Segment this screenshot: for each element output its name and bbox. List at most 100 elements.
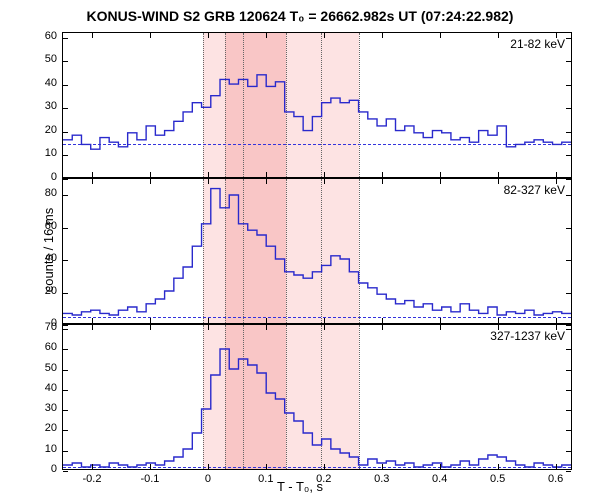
xtick-mark [556, 179, 557, 184]
ytick-mark [566, 430, 571, 431]
xtick-mark [556, 325, 557, 330]
xtick-mark [266, 33, 267, 38]
ytick-label: 40 [45, 382, 63, 394]
xtick-mark [556, 318, 557, 323]
ytick-label: 20 [45, 285, 63, 297]
ytick-mark [63, 329, 68, 330]
ytick-mark [63, 108, 68, 109]
xtick-mark [92, 318, 93, 323]
ytick-label: 30 [45, 100, 63, 112]
xtick-mark [440, 325, 441, 330]
ytick-mark [63, 451, 68, 452]
xtick-mark [498, 33, 499, 38]
ytick-label: 0 [51, 463, 63, 475]
ytick-mark [63, 349, 68, 350]
panel-0: 21-82 keV0102030405060 [62, 32, 572, 178]
xtick-mark [208, 179, 209, 184]
ytick-mark [63, 85, 68, 86]
xtick-mark [382, 33, 383, 38]
xtick-mark [382, 318, 383, 323]
xtick-mark [440, 179, 441, 184]
xtick-mark [556, 33, 557, 38]
xtick-label: -0.2 [82, 469, 101, 485]
ytick-mark [63, 430, 68, 431]
xtick-mark [208, 172, 209, 177]
xtick-mark [440, 172, 441, 177]
xtick-mark [498, 325, 499, 330]
histogram-line [63, 325, 571, 469]
xtick-mark [266, 325, 267, 330]
xtick-mark [92, 172, 93, 177]
xtick-mark [150, 33, 151, 38]
ytick-mark [566, 370, 571, 371]
ytick-mark [566, 451, 571, 452]
ytick-mark [566, 155, 571, 156]
ytick-mark [63, 390, 68, 391]
ytick-mark [63, 471, 68, 472]
ytick-label: 20 [45, 422, 63, 434]
xtick-mark [92, 33, 93, 38]
xtick-label: 0 [205, 469, 211, 485]
ytick-mark [566, 228, 571, 229]
xtick-mark [440, 318, 441, 323]
ytick-mark [566, 61, 571, 62]
ytick-label: 30 [45, 402, 63, 414]
ytick-mark [566, 410, 571, 411]
panel-2: 327-1237 keV010203040506070-0.2-0.100.10… [62, 324, 572, 470]
ytick-mark [566, 329, 571, 330]
xtick-mark [208, 318, 209, 323]
xtick-mark [208, 325, 209, 330]
histogram-line [63, 33, 571, 177]
xtick-mark [382, 172, 383, 177]
xtick-label: 0.3 [374, 469, 389, 485]
ytick-mark [63, 38, 68, 39]
ytick-mark [566, 195, 571, 196]
ytick-label: 60 [45, 220, 63, 232]
ytick-mark [63, 228, 68, 229]
ytick-mark [566, 85, 571, 86]
figure: KONUS-WIND S2 GRB 120624 T₀ = 26662.982s… [0, 0, 600, 500]
ytick-label: 60 [45, 30, 63, 42]
xtick-mark [150, 325, 151, 330]
ytick-mark [63, 370, 68, 371]
ytick-mark [566, 390, 571, 391]
panel-1: 82-327 keV020406080 [62, 178, 572, 324]
ytick-mark [566, 293, 571, 294]
xtick-mark [150, 179, 151, 184]
ytick-label: 50 [45, 53, 63, 65]
xtick-label: 0.2 [316, 469, 331, 485]
ytick-label: 10 [45, 147, 63, 159]
ytick-mark [566, 132, 571, 133]
xtick-mark [266, 318, 267, 323]
ytick-label: 10 [45, 443, 63, 455]
xtick-mark [92, 325, 93, 330]
ytick-mark [63, 155, 68, 156]
xtick-mark [556, 172, 557, 177]
xtick-mark [382, 325, 383, 330]
ytick-label: 50 [45, 362, 63, 374]
xtick-mark [324, 325, 325, 330]
ytick-mark [566, 471, 571, 472]
xtick-mark [440, 33, 441, 38]
ytick-mark [566, 108, 571, 109]
xtick-mark [324, 33, 325, 38]
xtick-mark [208, 33, 209, 38]
ytick-mark [566, 349, 571, 350]
ytick-mark [63, 132, 68, 133]
histogram-line [63, 179, 571, 323]
xtick-mark [498, 318, 499, 323]
ytick-mark [63, 195, 68, 196]
ytick-label: 70 [45, 321, 63, 333]
ytick-label: 20 [45, 124, 63, 136]
xtick-mark [498, 179, 499, 184]
ytick-label: 80 [45, 187, 63, 199]
xtick-label: 0.4 [432, 469, 447, 485]
xtick-mark [324, 318, 325, 323]
xtick-mark [324, 172, 325, 177]
xtick-label: -0.1 [140, 469, 159, 485]
xtick-mark [266, 179, 267, 184]
xtick-label: 0.1 [258, 469, 273, 485]
ytick-mark [63, 61, 68, 62]
panel-label: 82-327 keV [504, 183, 565, 197]
xtick-mark [324, 179, 325, 184]
